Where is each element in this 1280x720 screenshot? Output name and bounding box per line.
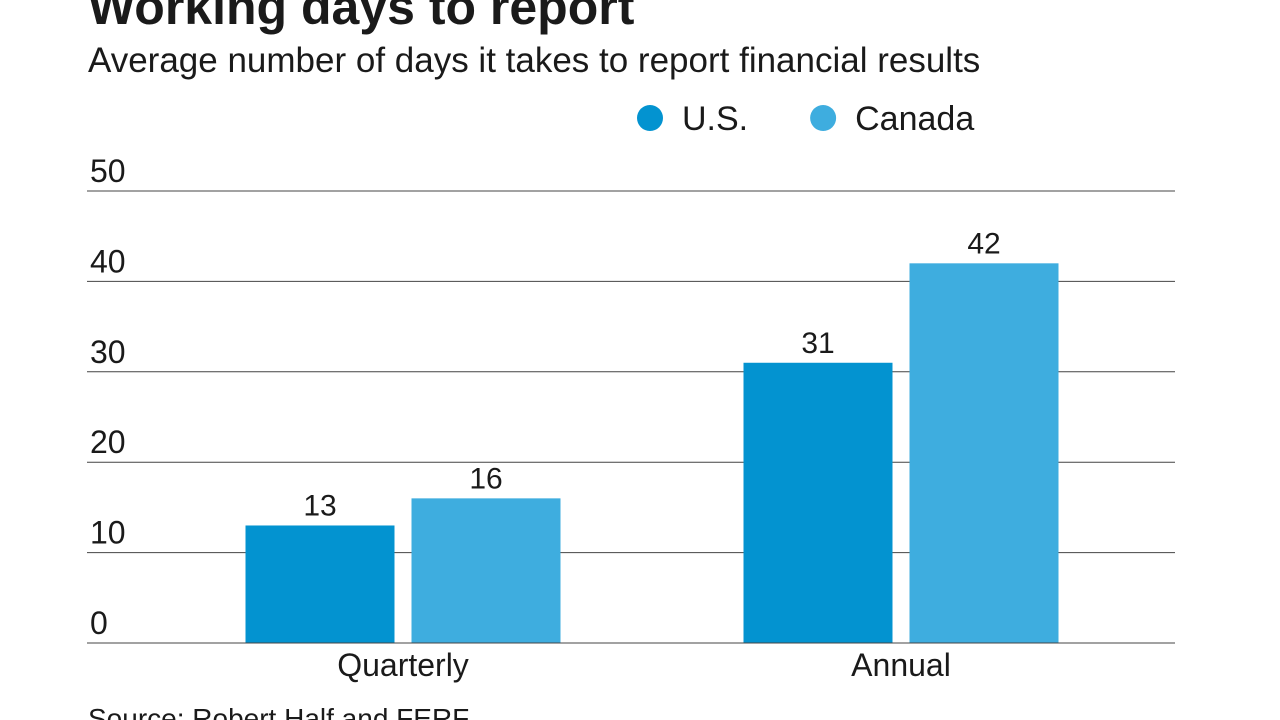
value-label: 13 <box>303 489 336 522</box>
chart-subtitle: Average number of days it takes to repor… <box>88 41 980 80</box>
y-tick-label: 40 <box>90 243 126 279</box>
x-tick-label: Annual <box>851 647 951 683</box>
legend-swatch <box>810 105 837 131</box>
value-label: 42 <box>967 227 1000 260</box>
y-tick-label: 30 <box>90 334 126 370</box>
bar <box>245 525 395 643</box>
value-label: 16 <box>469 462 502 495</box>
y-tick-label: 20 <box>90 424 126 460</box>
chart-title: Working days to report <box>88 0 635 35</box>
y-tick-label: 0 <box>90 605 108 641</box>
bar <box>411 498 561 643</box>
bar <box>909 263 1059 643</box>
y-tick-label: 10 <box>90 515 126 551</box>
legend-swatch <box>637 105 663 131</box>
x-tick-label: Quarterly <box>337 647 469 683</box>
bar <box>743 362 893 643</box>
y-tick-label: 50 <box>90 153 126 189</box>
source-note: Source: Robert Half and FERF <box>88 703 469 720</box>
legend-label: U.S. <box>682 100 748 138</box>
legend-label: Canada <box>855 100 974 138</box>
value-label: 31 <box>801 327 834 360</box>
